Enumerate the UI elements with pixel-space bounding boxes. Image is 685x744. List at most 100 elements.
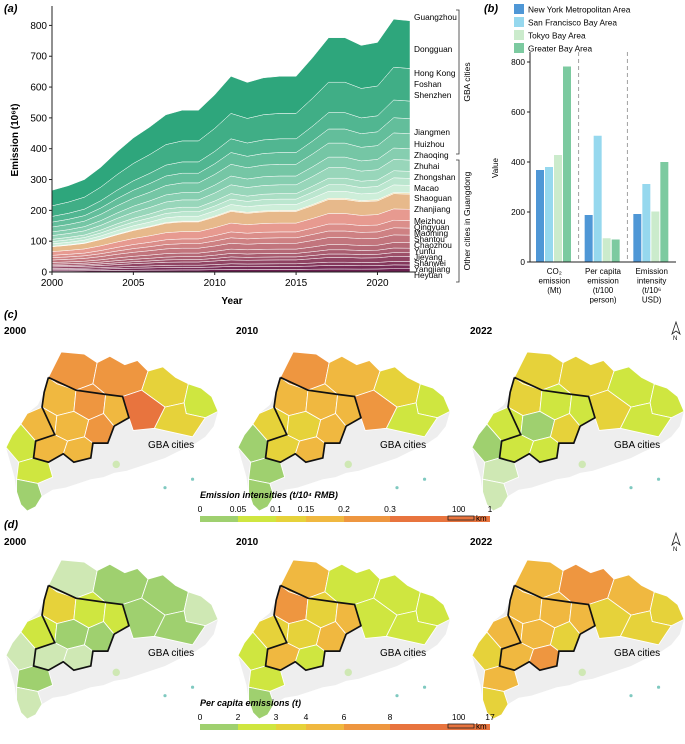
- city-label: Yangjiang: [414, 264, 451, 274]
- category-label-line: intensity: [637, 277, 666, 286]
- city-region: [153, 610, 206, 646]
- legend-label: San Francisco Bay Area: [528, 18, 617, 28]
- legend-break: 0.05: [230, 504, 247, 514]
- city-label: Hong Kong: [414, 68, 456, 78]
- scale-bar-box: [447, 515, 475, 521]
- legend-swatch: [514, 43, 524, 53]
- bar: [545, 167, 553, 262]
- x-tick-label: 2000: [41, 278, 64, 289]
- bar: [554, 155, 562, 262]
- legend-break: 0: [198, 504, 203, 514]
- x-tick-label: 2005: [122, 278, 145, 289]
- panel-c: (c) 2000 GBA cities 2010 GBA cities 2022 GBA …: [4, 309, 685, 523]
- panel-c-label: (c): [4, 309, 18, 321]
- north-label: N: [673, 336, 677, 342]
- y-tick-label: 400: [30, 144, 47, 155]
- legend-label: New York Metropolitan Area: [528, 5, 631, 15]
- city-region: [482, 686, 509, 720]
- gba-border: [32, 376, 130, 464]
- city-label: Zhuhai: [414, 161, 440, 171]
- scale-bar-box: [447, 723, 475, 729]
- island: [395, 694, 399, 698]
- panel-b-categories: CO₂ emission (Mt) Per capita emission (t/100 p…: [539, 267, 668, 305]
- legend-segment: [238, 516, 276, 522]
- y-tick-label: 600: [511, 107, 525, 117]
- map-year-label: 2010: [236, 537, 259, 548]
- city-region: [153, 402, 206, 438]
- panel-a-label: (a): [4, 3, 18, 15]
- category-label-line: (Mt): [547, 286, 562, 295]
- bar: [660, 162, 669, 262]
- city-label: Shenzhen: [414, 90, 452, 100]
- legend-segment: [306, 516, 344, 522]
- city-region: [482, 478, 509, 512]
- y-tick-label: 300: [30, 175, 47, 186]
- panel-b: (b) New York Metropolitan Area San Franci…: [484, 3, 676, 305]
- hong-kong-island: [112, 460, 120, 469]
- city-region: [385, 610, 438, 646]
- area-guangzhou: [51, 18, 411, 207]
- panel-a-axes: 0 100 200 300 400 500 600 700 800 2000 2005 2010 201…: [30, 6, 416, 289]
- panel-d-legend: Per capita emissions (t) 0 2 3 4 6 8 17 100 km: [198, 698, 495, 731]
- bar: [563, 66, 571, 262]
- island: [190, 685, 195, 689]
- legend-break: 0: [198, 712, 203, 722]
- scale-value: 100: [452, 505, 466, 514]
- gba-map-label: GBA cities: [614, 648, 660, 659]
- island: [422, 477, 427, 481]
- bar: [602, 238, 611, 262]
- city-label: Macao: [414, 183, 439, 193]
- city-label: Guangzhou: [414, 12, 457, 22]
- north-arrow-icon: [671, 320, 681, 336]
- panel-c-legend: Emission intensities (t/10⁴ RMB) 0 0.05 0.1…: [198, 490, 493, 523]
- city-label: Shanwei: [414, 258, 446, 268]
- gba-border: [264, 376, 362, 464]
- panel-b-ylabel: Value: [491, 158, 500, 178]
- city-label: Chaozhou: [414, 240, 452, 250]
- legend-segment: [276, 516, 306, 522]
- city-region: [248, 478, 275, 512]
- legend-break: 2: [236, 712, 241, 722]
- city-region: [183, 591, 219, 627]
- panel-c-maps: 2000 GBA cities 2010 GBA cities 2022 GBA citi…: [4, 320, 685, 512]
- category-label: Per capita emission (t/100 person): [585, 267, 622, 305]
- gba-bracket: GBA cities Other cities in Guangdong: [456, 9, 472, 283]
- panel-d-label: (d): [4, 519, 18, 531]
- island: [656, 685, 661, 689]
- city-label: Heyuan: [414, 270, 443, 280]
- legend-swatch: [514, 4, 524, 14]
- legend-break: 4: [304, 712, 309, 722]
- city-region: [649, 591, 685, 627]
- category-label-line: (t/100: [593, 286, 614, 295]
- y-tick-label: 600: [30, 83, 47, 94]
- y-tick-label: 200: [30, 206, 47, 217]
- category-label-line: USD): [642, 296, 662, 305]
- category-label-line: emission: [539, 277, 571, 286]
- legend-segment: [200, 724, 238, 730]
- legend-break: 0.2: [338, 504, 350, 514]
- legend-segment: [276, 724, 306, 730]
- scale-bar: 100 km: [447, 713, 487, 731]
- category-label-line: CO₂: [547, 267, 562, 276]
- other-group-label: Other cities in Guangdong: [462, 171, 472, 270]
- panel-d-maps: 2000 GBA cities 2010 GBA cities 2022 GBA citi…: [4, 531, 685, 720]
- legend-break: 0.1: [270, 504, 282, 514]
- x-tick-label: 2020: [366, 278, 389, 289]
- city-label: Huizhou: [414, 139, 445, 149]
- north-label: N: [673, 547, 677, 553]
- legend-break: 8: [388, 712, 393, 722]
- hong-kong-island: [112, 668, 120, 677]
- city-region: [16, 478, 43, 512]
- city-label: Shaoguan: [414, 193, 452, 203]
- panel-a: (a) 0 100 200 300 400 500 600 700 800 2000 2005 201…: [4, 3, 472, 307]
- hong-kong-island: [344, 460, 352, 469]
- category-label: CO₂ emission (Mt): [539, 267, 571, 295]
- panel-d: (d) 2000 GBA cities 2010 GBA cities 2022 GBA …: [4, 519, 685, 731]
- legend-segment: [390, 724, 490, 730]
- map-year-label: 2010: [236, 326, 259, 337]
- bars: [536, 52, 669, 262]
- scale-unit: km: [476, 514, 487, 523]
- legend-break: 0.3: [384, 504, 396, 514]
- stacked-areas: [51, 18, 411, 273]
- map-year-label: 2000: [4, 537, 27, 548]
